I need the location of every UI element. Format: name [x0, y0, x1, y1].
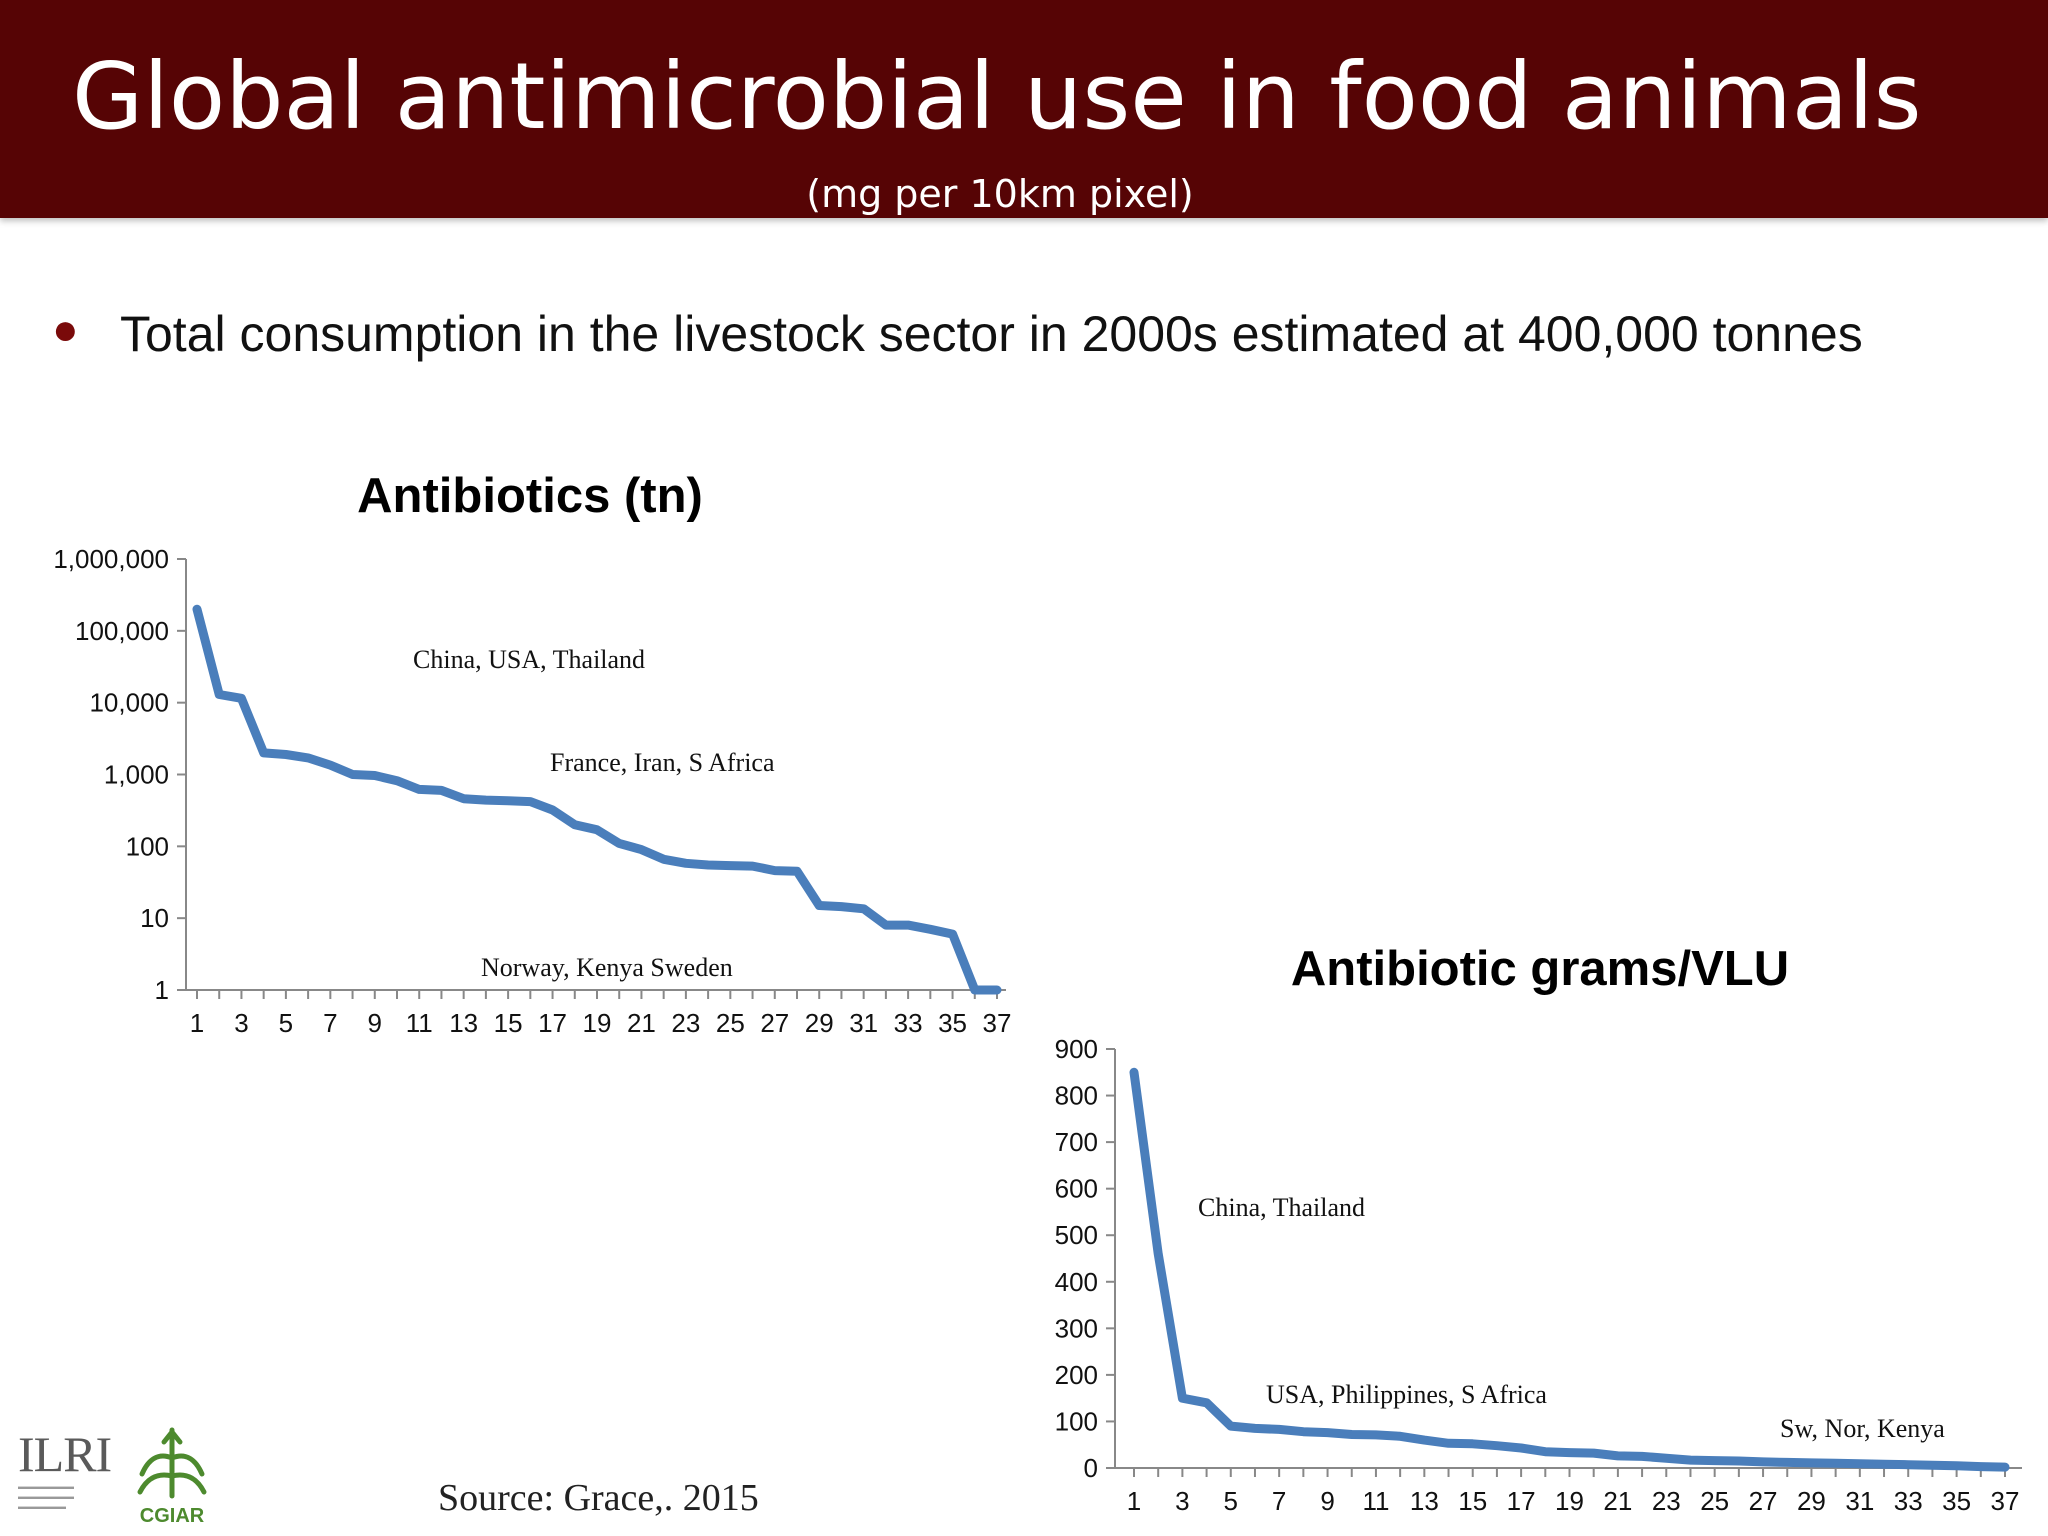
series-line [1129, 1067, 2010, 1472]
x-tick-label: 17 [1507, 1486, 1536, 1516]
x-tick-label: 17 [538, 1008, 567, 1038]
x-tick-label: 35 [938, 1008, 967, 1038]
y-tick-label: 600 [1055, 1174, 1098, 1204]
x-tick-label: 37 [1991, 1486, 2020, 1516]
source-citation: Source: Grace,. 2015 [438, 1477, 759, 1519]
x-tick-label: 25 [716, 1008, 745, 1038]
y-tick-label: 1,000 [104, 760, 169, 790]
x-tick-label: 7 [1272, 1486, 1286, 1516]
title-bar: Global antimicrobial use in food animals… [0, 0, 2048, 218]
slide-subtitle: (mg per 10km pixel) [806, 172, 1194, 216]
x-tick-label: 9 [1320, 1486, 1334, 1516]
x-tick-label: 1 [1127, 1486, 1141, 1516]
x-tick-label: 27 [1749, 1486, 1778, 1516]
x-tick-label: 23 [1652, 1486, 1681, 1516]
x-tick-label: 31 [1845, 1486, 1874, 1516]
x-tick-label: 9 [368, 1008, 382, 1038]
x-tick-label: 19 [1555, 1486, 1584, 1516]
bullet-dot-icon: ● [52, 305, 79, 354]
x-tick-label: 7 [323, 1008, 337, 1038]
annotation-top: China, Thailand [1198, 1193, 1365, 1222]
annotation-right: Sw, Nor, Kenya [1780, 1414, 1945, 1443]
x-tick-label: 19 [583, 1008, 612, 1038]
x-tick-label: 15 [1458, 1486, 1487, 1516]
x-tick-label: 29 [1797, 1486, 1826, 1516]
x-tick-label: 33 [894, 1008, 923, 1038]
x-tick-label: 35 [1942, 1486, 1971, 1516]
x-tick-label: 25 [1700, 1486, 1729, 1516]
x-tick-label: 37 [983, 1008, 1012, 1038]
y-tick-label: 700 [1055, 1127, 1098, 1157]
y-tick-label: 1 [155, 975, 169, 1005]
y-tick-label: 10,000 [89, 688, 169, 718]
ilri-logo-text: ILRI [18, 1426, 112, 1482]
y-tick-label: 800 [1055, 1081, 1098, 1111]
annotation-mid: France, Iran, S Africa [550, 748, 775, 777]
x-tick-label: 13 [449, 1008, 478, 1038]
x-tick-label: 11 [406, 1008, 433, 1038]
cgiar-plant-icon: CGIAR [137, 1427, 207, 1527]
y-tick-label: 1,000,000 [53, 544, 169, 574]
bullet-point: ● Total consumption in the livestock sec… [52, 300, 2042, 370]
cgiar-logo-text: CGIAR [140, 1505, 205, 1527]
y-tick-label: 200 [1055, 1360, 1098, 1390]
x-tick-label: 3 [1175, 1486, 1189, 1516]
x-tick-label: 3 [234, 1008, 248, 1038]
y-tick-label: 100,000 [75, 616, 169, 646]
annotation-mid: USA, Philippines, S Africa [1266, 1380, 1547, 1409]
x-tick-label: 23 [671, 1008, 700, 1038]
x-tick-label: 33 [1894, 1486, 1923, 1516]
cgiar-logo: CGIAR [128, 1418, 216, 1528]
x-tick-label: 29 [805, 1008, 834, 1038]
x-tick-label: 13 [1410, 1486, 1439, 1516]
y-tick-label: 400 [1055, 1267, 1098, 1297]
chart-title: Antibiotics (tn) [357, 469, 703, 523]
x-tick-label: 15 [494, 1008, 523, 1038]
y-tick-label: 500 [1055, 1220, 1098, 1250]
annotation-top: China, USA, Thailand [413, 645, 645, 674]
x-tick-label: 5 [1224, 1486, 1238, 1516]
x-tick-label: 27 [760, 1008, 789, 1038]
y-tick-label: 900 [1055, 1034, 1098, 1064]
y-tick-label: 300 [1055, 1313, 1098, 1343]
y-tick-label: 100 [1055, 1406, 1098, 1436]
x-tick-label: 5 [279, 1008, 293, 1038]
x-tick-label: 11 [1362, 1486, 1389, 1516]
y-tick-label: 100 [126, 831, 169, 861]
x-tick-label: 21 [1603, 1486, 1632, 1516]
x-tick-label: 1 [190, 1008, 204, 1038]
y-tick-label: 10 [140, 903, 169, 933]
y-tick-label: 0 [1084, 1453, 1098, 1483]
annotation-bottom: Norway, Kenya Sweden [481, 953, 733, 982]
slide-title: Global antimicrobial use in food animals [72, 43, 1922, 150]
ilri-logo: ILRI ▬▬▬▬▬▬▬ ▬▬▬▬▬▬▬ ▬▬▬▬▬▬ [18, 1426, 112, 1511]
bullet-text: Total consumption in the livestock secto… [120, 306, 1863, 362]
chart-antibiotic-grams-vlu: Antibiotic grams/VLU 0 100 200 300 400 500 600… [1055, 942, 2022, 1516]
x-tick-label: 31 [849, 1008, 878, 1038]
chart-antibiotics-tn: Antibiotics (tn) 1 10 100 1,000 10,000 100,00… [53, 469, 1012, 1038]
chart-title: Antibiotic grams/VLU [1291, 942, 1789, 996]
x-tick-label: 21 [627, 1008, 656, 1038]
series-line [192, 604, 1002, 995]
